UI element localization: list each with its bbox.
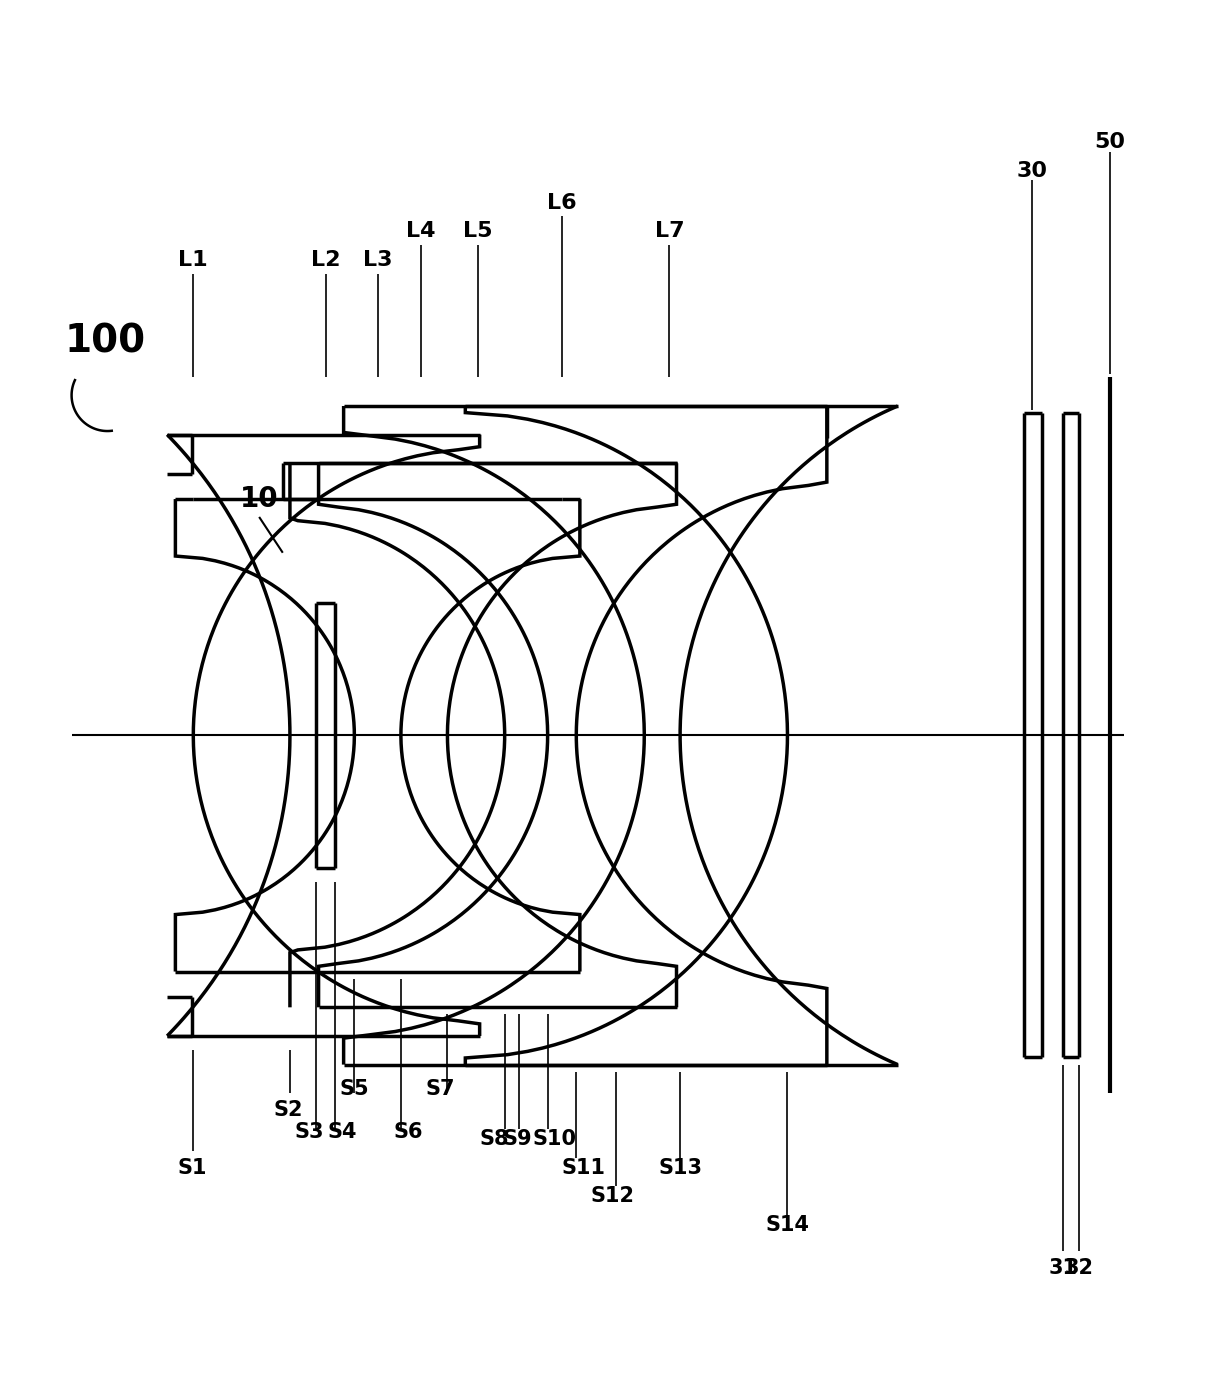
Text: S4: S4 xyxy=(327,1122,357,1142)
Text: S2: S2 xyxy=(273,1101,303,1121)
Text: S3: S3 xyxy=(295,1122,324,1142)
Text: 32: 32 xyxy=(1065,1258,1093,1277)
Text: S12: S12 xyxy=(590,1186,634,1206)
Text: S8: S8 xyxy=(479,1129,509,1149)
Text: L4: L4 xyxy=(406,221,436,242)
Text: L7: L7 xyxy=(655,221,684,242)
Text: S6: S6 xyxy=(393,1122,422,1142)
Text: L6: L6 xyxy=(548,193,577,213)
Text: S9: S9 xyxy=(503,1129,532,1149)
Text: S1: S1 xyxy=(178,1157,207,1178)
Text: 50: 50 xyxy=(1094,133,1126,152)
Text: 31: 31 xyxy=(1049,1258,1077,1277)
Text: S11: S11 xyxy=(561,1157,605,1178)
Text: L3: L3 xyxy=(363,250,393,270)
Text: S10: S10 xyxy=(533,1129,577,1149)
Text: L1: L1 xyxy=(179,250,208,270)
Text: L2: L2 xyxy=(312,250,341,270)
Text: S5: S5 xyxy=(340,1079,369,1100)
Text: 100: 100 xyxy=(65,323,146,361)
Text: L5: L5 xyxy=(464,221,493,242)
Text: S14: S14 xyxy=(765,1214,809,1235)
Text: 30: 30 xyxy=(1016,161,1048,180)
Text: S7: S7 xyxy=(426,1079,455,1100)
Text: 10: 10 xyxy=(240,485,279,513)
Text: S13: S13 xyxy=(658,1157,702,1178)
